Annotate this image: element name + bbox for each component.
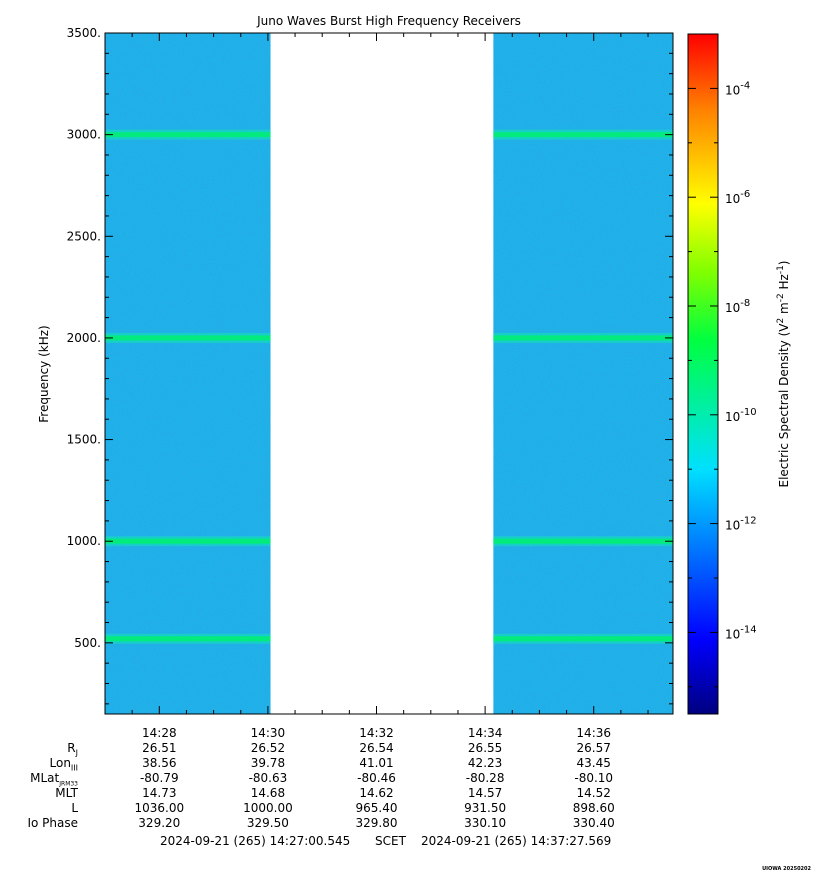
ephem-value: 931.50 [464, 801, 507, 815]
y-tick-label: 1500. [67, 433, 101, 447]
ephem-value: -80.63 [248, 771, 288, 785]
ephem-value: 329.50 [246, 816, 289, 830]
ephem-label-lon: LonIII [49, 756, 79, 773]
ephem-value: 329.20 [138, 816, 181, 830]
ephem-value: 43.45 [576, 756, 611, 770]
ephem-value: 329.80 [355, 816, 398, 830]
colorbar: 10-4 10-6 10-8 10-10 10-12 10-14 [687, 33, 757, 715]
scet-label: SCET [375, 834, 406, 848]
colorbar-tick-label: 10-12 [725, 516, 757, 533]
bright-band-core [493, 636, 673, 642]
ephem-value: -80.28 [465, 771, 505, 785]
bright-band-core [493, 538, 673, 544]
spectrogram-noise [105, 33, 271, 714]
plot-axes: 500. 1000. 1500. 2000. 2500. 3000. 3500. 14:28 1… [67, 26, 674, 740]
ephem-value: 14.62 [359, 786, 394, 800]
y-tick-label: 500. [74, 636, 101, 650]
chart-title: Juno Waves Burst High Frequency Receiver… [256, 14, 521, 28]
x-tick-label: 14:30 [251, 726, 286, 740]
bright-band-core [105, 538, 271, 544]
ephem-label-mlt: MLT [55, 786, 78, 800]
ephem-value: -80.10 [574, 771, 614, 785]
ephem-value: 330.40 [572, 816, 615, 830]
ephem-value: 26.52 [250, 741, 286, 755]
ephem-value: 898.60 [572, 801, 615, 815]
colorbar-scale [687, 33, 719, 715]
data-gap [270, 33, 494, 714]
x-tick-label: 14:28 [142, 726, 177, 740]
ephem-value: 1036.00 [134, 801, 185, 815]
ephem-label-mlat: MLatJRM33 [30, 771, 78, 788]
ephem-value: 26.54 [359, 741, 394, 755]
plot-area [105, 33, 673, 714]
ephem-value: 38.56 [142, 756, 177, 770]
bright-band-core [493, 335, 673, 341]
ephem-value: 965.40 [355, 801, 398, 815]
spectrogram-noise [493, 33, 673, 714]
plot-frame [104, 32, 674, 715]
start-time: 2024-09-21 (265) 14:27:00.545 [160, 834, 351, 848]
y-tick-label: 3500. [67, 26, 101, 40]
bright-band-core [105, 636, 271, 642]
ephem-value: -80.79 [139, 771, 179, 785]
y-axis-label: Frequency (kHz) [37, 325, 51, 422]
ephem-label-rj: RJ [67, 741, 78, 758]
ephem-value: 26.51 [142, 741, 177, 755]
ephem-value: 26.57 [576, 741, 611, 755]
colorbar-tick-label: 10-6 [725, 189, 750, 206]
ephem-value: 1000.00 [243, 801, 293, 815]
x-tick-label: 14:36 [576, 726, 611, 740]
x-tick-label: 14:32 [359, 726, 394, 740]
ephem-label-io-phase: Io Phase [27, 816, 78, 830]
bright-band-core [493, 132, 673, 138]
ephem-value: -80.46 [357, 771, 396, 785]
ephem-value: 14.68 [250, 786, 286, 800]
ephem-value: 41.01 [359, 756, 394, 770]
processing-stamp: UIOWA 20250202 [762, 866, 811, 872]
colorbar-tick-label: 10-14 [725, 624, 757, 641]
ephem-value: 42.23 [467, 756, 503, 770]
ephem-value: 14.73 [142, 786, 177, 800]
ephem-value: 39.78 [250, 756, 286, 770]
colorbar-label: Electric Spectral Density (V2 m-2 Hz-1) [776, 260, 791, 487]
end-time: 2024-09-21 (265) 14:37:27.569 [421, 834, 612, 848]
colorbar-tick-label: 10-8 [725, 298, 750, 315]
ephem-value: 26.55 [467, 741, 503, 755]
y-tick-label: 2000. [67, 331, 101, 345]
bright-band-core [105, 132, 271, 138]
y-tick-label: 2500. [67, 229, 101, 243]
ephem-value: 330.10 [464, 816, 507, 830]
y-tick-label: 3000. [67, 128, 101, 142]
ephem-value: 14.57 [467, 786, 503, 800]
colorbar-tick-label: 10-10 [725, 407, 757, 424]
ephem-value: 14.52 [576, 786, 611, 800]
x-tick-label: 14:34 [468, 726, 503, 740]
ephem-label-l: L [71, 801, 78, 815]
colorbar-tick-label: 10-4 [725, 80, 750, 97]
bright-band-core [105, 335, 271, 341]
y-tick-label: 1000. [67, 534, 101, 548]
